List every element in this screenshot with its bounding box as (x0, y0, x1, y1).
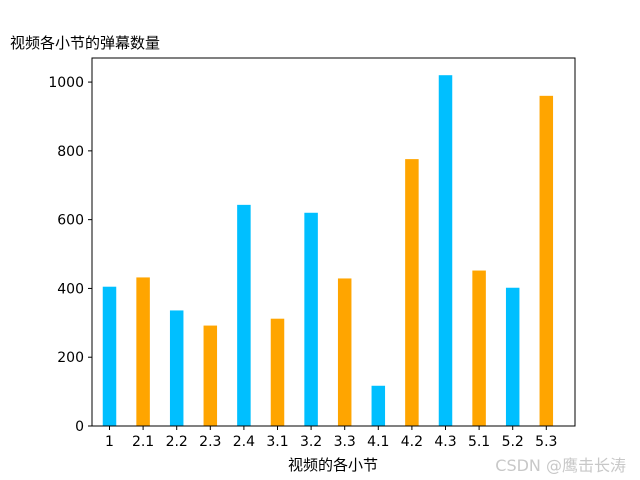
watermark: CSDN @鹰击长涛 (495, 456, 626, 475)
bar-3.3 (337, 278, 352, 426)
x-tick-label: 3.3 (334, 434, 356, 450)
bar-2.2 (169, 310, 184, 426)
bars-group (102, 75, 554, 426)
x-axis: 1 2.1 2.2 2.3 2.4 3.1 3.2 3.3 4.1 4.2 4.3 5.1 5.2 5.3 (105, 426, 557, 450)
bar-4.1 (371, 385, 386, 426)
x-tick-label: 2.2 (166, 434, 188, 450)
bar-2.3 (203, 325, 218, 426)
bar-5.1 (472, 270, 486, 426)
x-tick-label: 1 (105, 434, 114, 450)
x-tick-label: 4.3 (434, 434, 456, 450)
y-tick-label: 1000 (48, 75, 84, 91)
y-tick-label: 0 (75, 419, 84, 435)
bar-5.2 (505, 287, 520, 426)
bar-2.4 (237, 204, 251, 426)
y-tick-label: 600 (57, 213, 84, 229)
y-tick-label: 800 (57, 144, 84, 160)
x-tick-label: 2.1 (132, 434, 154, 450)
bar-4.2 (405, 159, 419, 426)
y-tick-label: 200 (57, 350, 84, 366)
x-tick-label: 5.3 (535, 434, 557, 450)
bar-5.3 (539, 95, 554, 426)
plot-frame (91, 57, 576, 427)
bar-3.2 (304, 212, 318, 426)
x-tick-label: 4.1 (367, 434, 389, 450)
y-tick-label: 400 (57, 281, 84, 297)
bar-4.3 (438, 75, 453, 426)
x-tick-label: 4.2 (401, 434, 423, 450)
x-tick-label: 2.3 (199, 434, 221, 450)
x-tick-label: 3.2 (300, 434, 322, 450)
bar-3.1 (270, 318, 285, 426)
x-tick-label: 2.4 (233, 434, 255, 450)
x-tick-label: 5.1 (468, 434, 490, 450)
bar-2.1 (136, 277, 150, 426)
bar-1 (102, 286, 117, 426)
x-tick-label: 5.2 (502, 434, 524, 450)
chart-title: 视频各小节的弹幕数量 (10, 34, 160, 52)
x-axis-label: 视频的各小节 (288, 456, 378, 474)
x-tick-label: 3.1 (266, 434, 288, 450)
y-axis: 0 200 400 600 800 1000 (48, 75, 92, 435)
